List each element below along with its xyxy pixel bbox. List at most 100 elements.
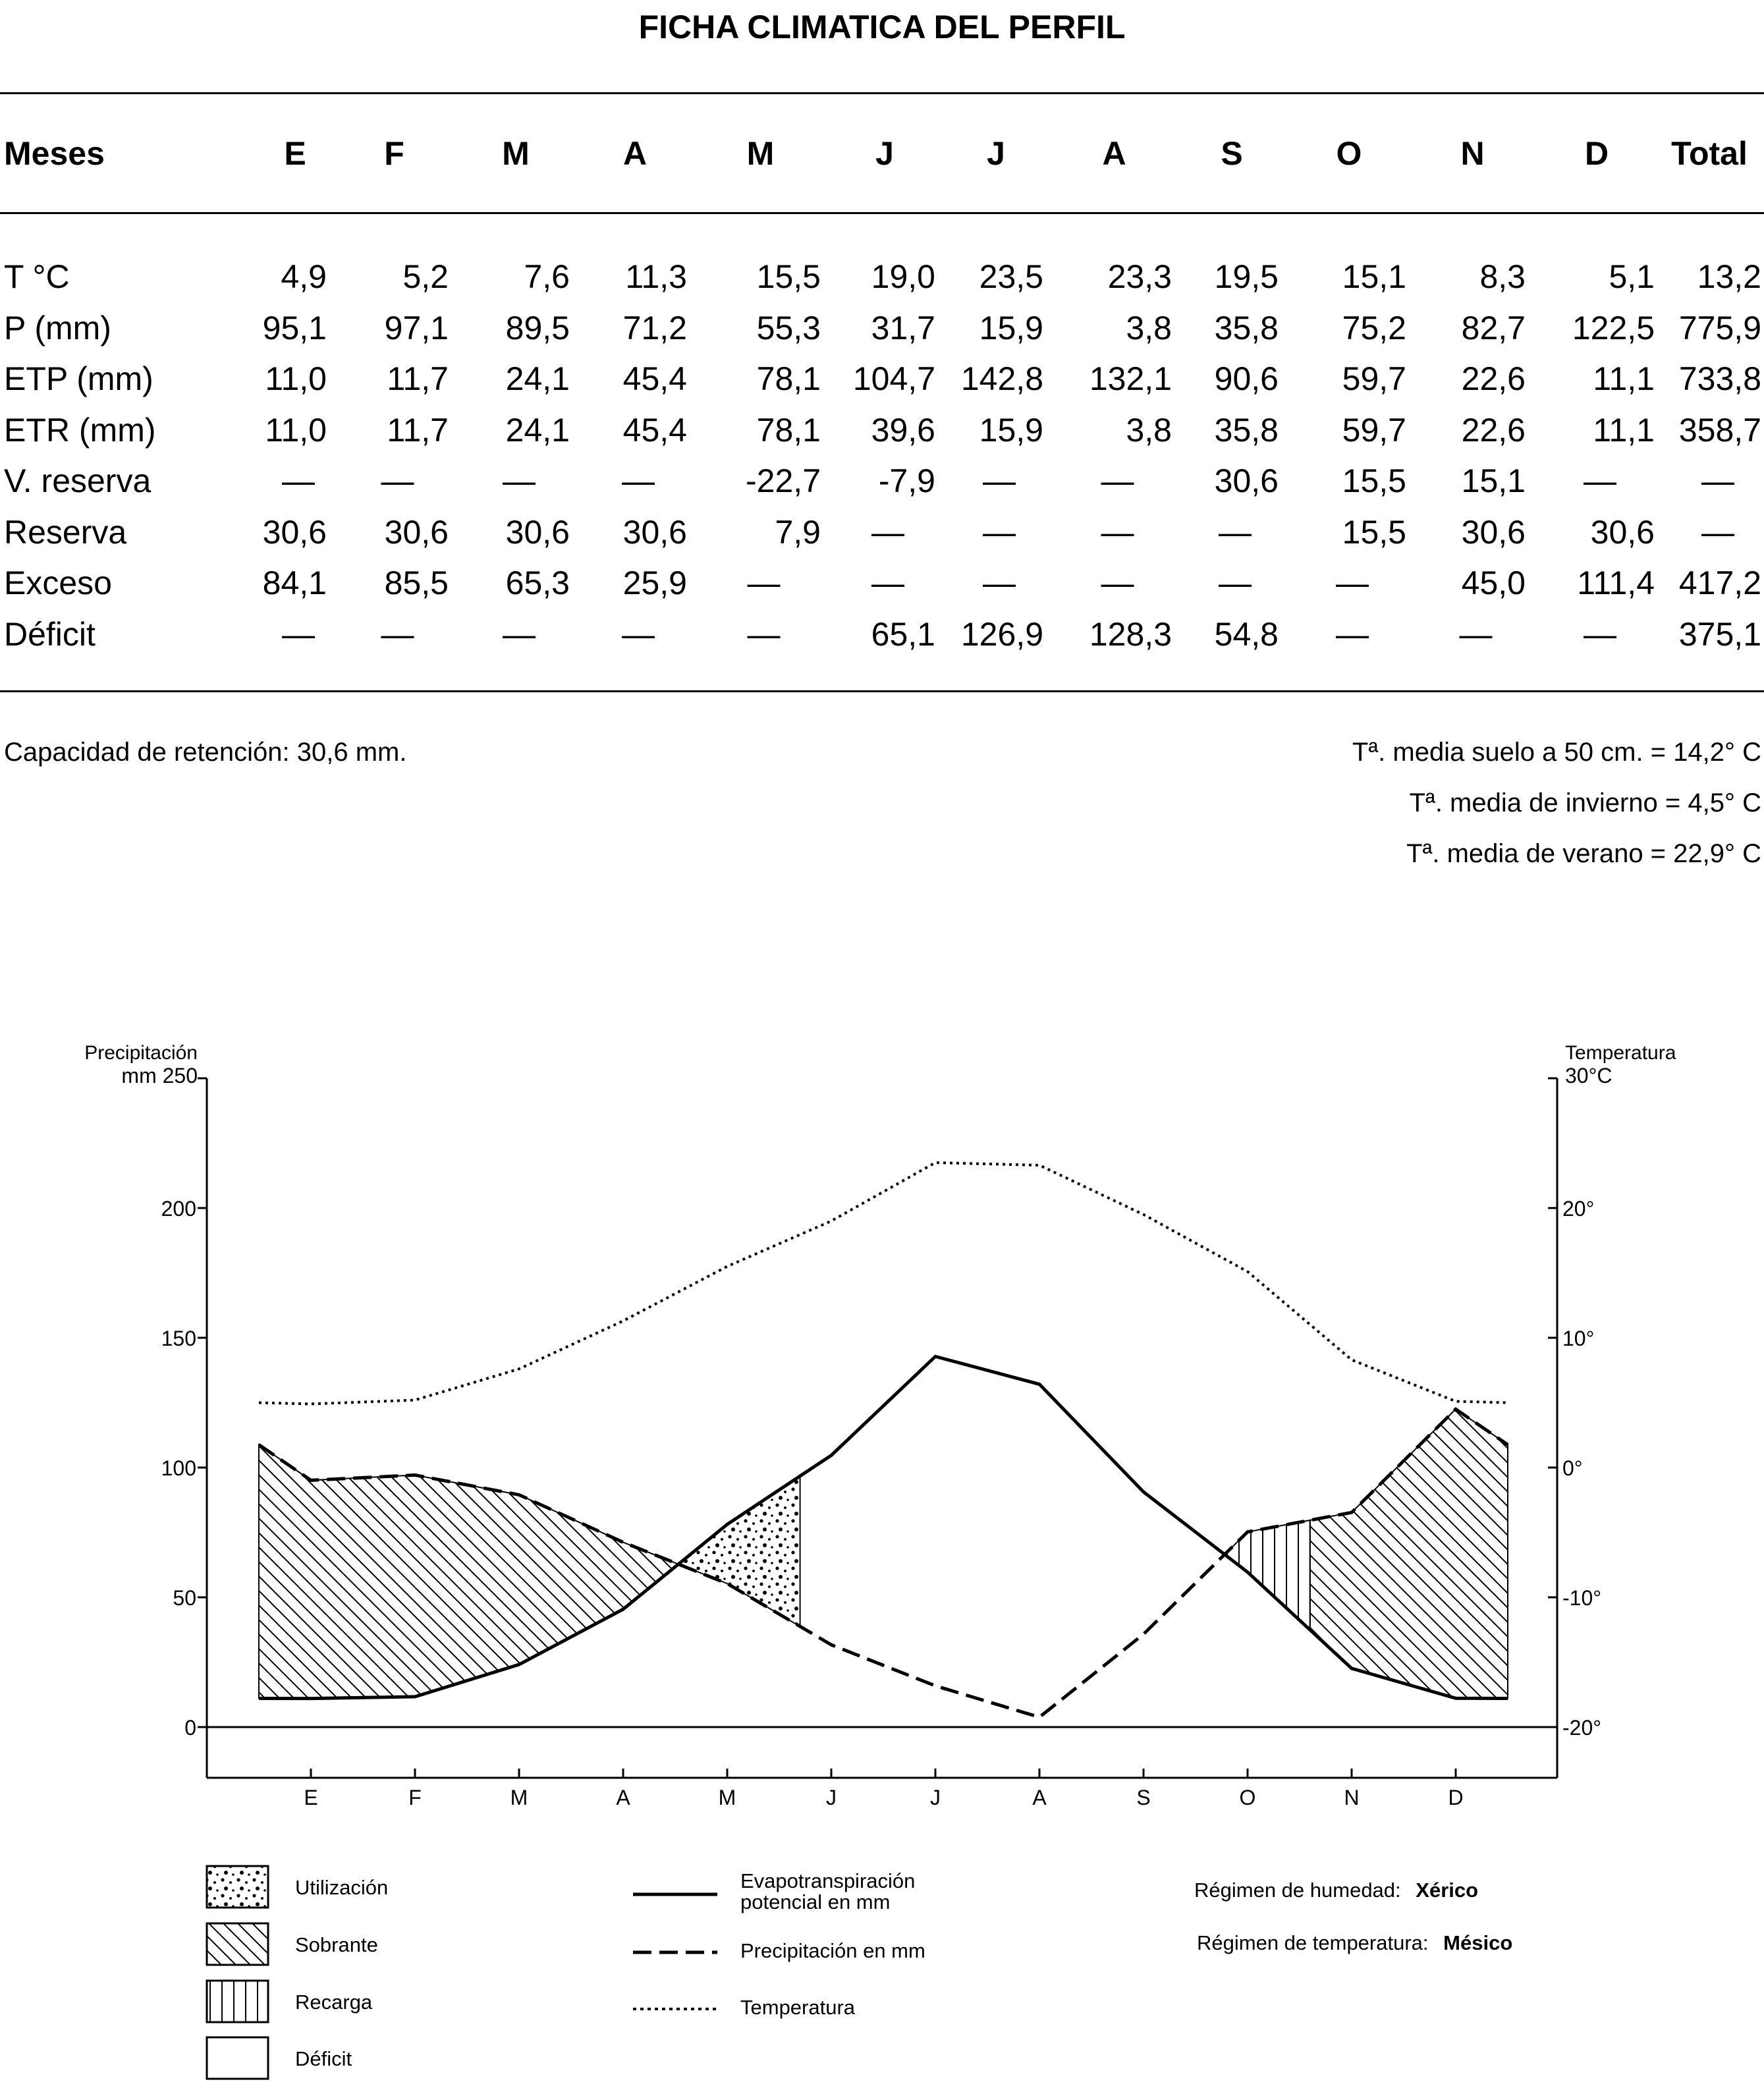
value-cell: 3,8 — [1126, 411, 1172, 449]
value-cell: 35,8 — [1214, 411, 1279, 449]
legend-recarga: Recarga — [295, 1991, 373, 2014]
header-meses: Meses — [4, 135, 105, 172]
table-row: Reserva 30,6 30,6 30,6 30,6 7,9 — — — — 15,5 30,6 30… — [0, 509, 1764, 555]
value-cell: 8,3 — [1479, 258, 1526, 295]
left-tick-label: 150 — [161, 1327, 196, 1350]
table-row: P (mm) 95,1 97,1 89,5 71,2 55,3 31,7 15,9 3,8 35,… — [0, 305, 1764, 351]
precipitation-series-line — [258, 1407, 1509, 1719]
value-cell: 22,6 — [1461, 411, 1526, 449]
legend-temperatura: Temperatura — [740, 1996, 856, 2019]
value-cell: 19,0 — [871, 258, 935, 295]
value-cell: — — [282, 615, 315, 653]
value-cell: 39,6 — [871, 411, 935, 449]
left-axis-title-1: Precipitación — [84, 1042, 198, 1064]
total-cell: 13,2 — [1697, 258, 1761, 295]
value-cell: 85,5 — [384, 564, 449, 601]
value-cell: 30,6 — [505, 513, 570, 551]
temperature-regime-label: Régimen de temperatura: — [1197, 1931, 1429, 1954]
value-cell: — — [1336, 615, 1369, 653]
value-cell: 7,6 — [524, 258, 570, 295]
value-cell: 11,7 — [387, 411, 449, 449]
value-cell: 111,4 — [1577, 564, 1655, 601]
sobrante-area — [1309, 1408, 1508, 1699]
value-cell: 90,6 — [1214, 360, 1279, 397]
value-cell: -7,9 — [878, 462, 935, 499]
value-cell: 31,7 — [871, 309, 935, 346]
value-cell: 30,6 — [1590, 513, 1655, 551]
value-cell: 15,5 — [756, 258, 821, 295]
month-tick-label: J — [930, 1786, 941, 1809]
value-cell: 30,6 — [1214, 462, 1279, 499]
total-cell: 775,9 — [1678, 309, 1761, 346]
value-cell: — — [1584, 615, 1616, 653]
row-label: T °C — [4, 258, 70, 295]
value-cell: 71,2 — [622, 309, 687, 346]
value-cell: 11,1 — [1593, 411, 1655, 449]
value-cell: 59,7 — [1342, 360, 1406, 397]
winter-temp-note: Tª. media de invierno = 4,5° C — [1409, 788, 1761, 817]
value-cell: — — [871, 564, 904, 601]
header-month: O — [1336, 135, 1362, 172]
value-cell: 55,3 — [756, 309, 821, 346]
value-cell: — — [282, 462, 315, 499]
value-cell: 4,9 — [281, 258, 327, 295]
value-cell: 24,1 — [505, 411, 570, 449]
value-cell: — — [1336, 564, 1369, 601]
header-month: M — [746, 135, 775, 172]
value-cell: 19,5 — [1214, 258, 1279, 295]
humidity-regime-label: Régimen de humedad: — [1194, 1879, 1401, 1902]
value-cell: — — [871, 513, 904, 551]
table-row: Exceso 84,1 85,5 65,3 25,9 — — — — — — 45,0 111,4 417… — [0, 560, 1764, 606]
value-cell: 75,2 — [1342, 309, 1406, 346]
value-cell: — — [381, 615, 414, 653]
value-cell: 54,8 — [1214, 615, 1279, 653]
value-cell: — — [1219, 564, 1252, 601]
value-cell: — — [983, 513, 1016, 551]
value-cell: 82,7 — [1461, 309, 1526, 346]
header-month: F — [384, 135, 404, 172]
month-tick-label: M — [510, 1786, 528, 1809]
header-month: M — [502, 135, 530, 172]
total-cell: 375,1 — [1678, 615, 1761, 653]
deficit-swatch — [206, 2036, 269, 2080]
value-cell: 23,3 — [1107, 258, 1172, 295]
value-cell: 95,1 — [262, 309, 327, 346]
right-tick-label: 20° — [1562, 1197, 1594, 1221]
value-cell: 15,9 — [979, 411, 1043, 449]
header-month: A — [622, 135, 648, 172]
value-cell: 59,7 — [1342, 411, 1406, 449]
month-tick-label: A — [1032, 1786, 1047, 1809]
value-cell: 11,3 — [625, 258, 687, 295]
value-cell: 65,1 — [871, 615, 935, 653]
climate-chart: Precipitación mm 250 Temperatura 30°C 0 5… — [84, 1042, 1676, 1809]
utilizacion-swatch — [206, 1865, 269, 1909]
month-tick-label: O — [1240, 1786, 1256, 1809]
month-tick-label: S — [1136, 1786, 1150, 1809]
left-axis-title-2: mm 250 — [121, 1064, 198, 1087]
value-cell: — — [983, 564, 1016, 601]
month-tick-label: J — [826, 1786, 837, 1809]
value-cell: 15,5 — [1342, 462, 1406, 499]
right-tick-label: 0° — [1562, 1456, 1583, 1480]
legend-etp-line1: Evapotranspiración — [740, 1869, 916, 1892]
recarga-swatch — [206, 1979, 269, 2023]
header-month: S — [1221, 135, 1243, 172]
total-cell: 417,2 — [1678, 564, 1761, 601]
value-cell: — — [503, 462, 536, 499]
value-cell: 97,1 — [384, 309, 449, 346]
header-total: Total — [1671, 135, 1748, 172]
legend-swatches — [206, 1865, 269, 2080]
summer-temp-note: Tª. media de verano = 22,9° C — [1406, 839, 1761, 868]
value-cell: 104,7 — [852, 360, 935, 397]
value-cell: 142,8 — [960, 360, 1043, 397]
left-tick-label: 0 — [184, 1716, 196, 1740]
value-cell: 30,6 — [1461, 513, 1526, 551]
right-tick-label: 10° — [1562, 1327, 1594, 1350]
value-cell: 89,5 — [505, 309, 570, 346]
right-axis-title-2: 30°C — [1565, 1064, 1612, 1087]
header-month: E — [284, 135, 306, 172]
header-month: J — [987, 135, 1005, 172]
value-cell: 15,1 — [1342, 258, 1406, 295]
value-cell: 15,5 — [1342, 513, 1406, 551]
row-label: P (mm) — [4, 309, 111, 346]
